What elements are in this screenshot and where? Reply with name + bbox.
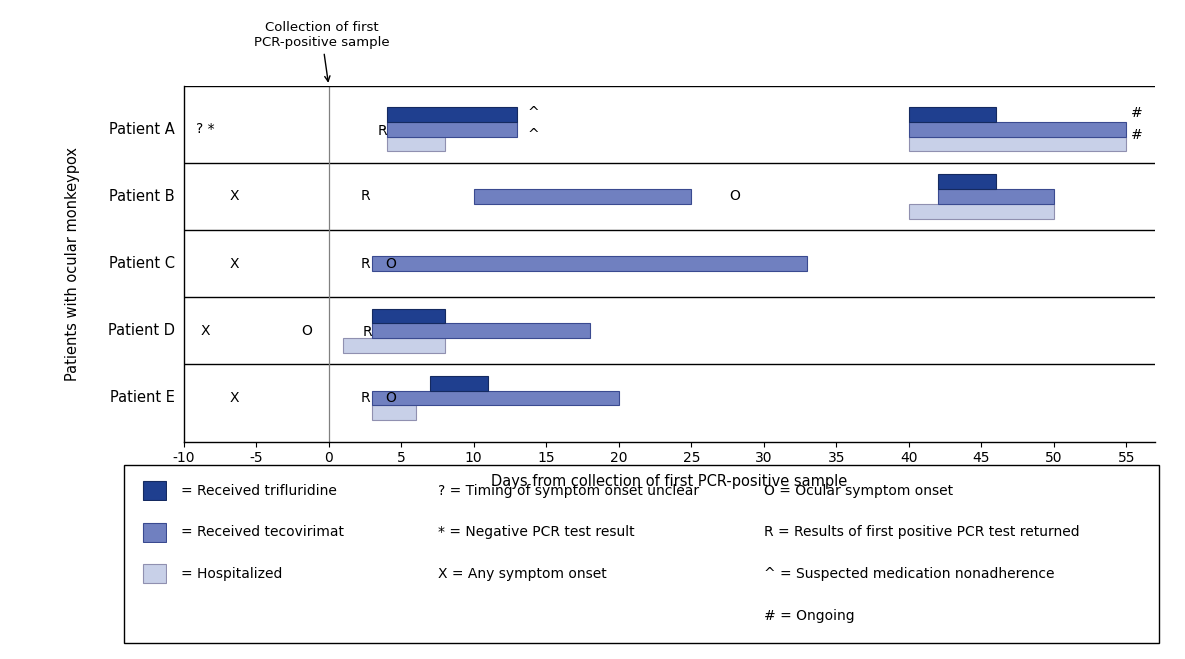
Text: ^ = Suspected medication nonadherence: ^ = Suspected medication nonadherence — [764, 567, 1055, 581]
Text: Patient E: Patient E — [110, 390, 175, 405]
Text: ^: ^ — [527, 106, 539, 120]
Text: Collection of first
PCR-positive sample: Collection of first PCR-positive sample — [254, 20, 389, 81]
Text: R: R — [360, 391, 370, 405]
Bar — [344, 338, 444, 353]
Text: * = Negative PCR test result: * = Negative PCR test result — [438, 525, 635, 540]
Bar — [372, 308, 444, 324]
Text: R: R — [360, 189, 370, 204]
Text: = Received tecovirimat: = Received tecovirimat — [181, 525, 345, 540]
Text: Patient A: Patient A — [109, 122, 175, 137]
Text: # = Ongoing: # = Ongoing — [764, 608, 854, 623]
Text: ^: ^ — [527, 128, 539, 142]
Bar — [430, 376, 488, 391]
Y-axis label: Patients with ocular monkeypox: Patients with ocular monkeypox — [64, 146, 79, 381]
Text: O: O — [385, 256, 397, 271]
Text: X: X — [230, 189, 239, 204]
Bar — [474, 189, 691, 204]
Bar — [372, 256, 807, 271]
Text: Patient B: Patient B — [109, 189, 175, 204]
Text: R: R — [360, 256, 370, 271]
Text: O: O — [729, 189, 741, 204]
Text: ? *: ? * — [196, 123, 214, 136]
Bar — [909, 204, 1053, 219]
Text: #: # — [1130, 106, 1142, 120]
Text: Patient D: Patient D — [108, 324, 175, 338]
Text: Patient C: Patient C — [109, 256, 175, 271]
Text: R: R — [378, 124, 387, 138]
Bar — [909, 122, 1127, 136]
Bar — [386, 136, 444, 152]
Bar — [372, 391, 619, 405]
Text: R: R — [363, 325, 372, 339]
Bar — [372, 324, 590, 338]
Text: X: X — [230, 256, 239, 271]
Text: O: O — [385, 391, 397, 405]
Text: X: X — [230, 391, 239, 405]
Text: = Hospitalized: = Hospitalized — [181, 567, 283, 581]
Text: R = Results of first positive PCR test returned: R = Results of first positive PCR test r… — [764, 525, 1080, 540]
Text: = Received trifluridine: = Received trifluridine — [181, 484, 338, 498]
Text: O = Ocular symptom onset: O = Ocular symptom onset — [764, 484, 954, 498]
Bar — [386, 122, 517, 136]
Bar — [386, 107, 517, 122]
Text: O: O — [301, 324, 313, 338]
Text: X: X — [200, 324, 210, 338]
Bar — [372, 405, 416, 420]
X-axis label: Days from collection of first PCR-positive sample: Days from collection of first PCR-positi… — [492, 474, 847, 488]
Bar — [909, 136, 1127, 152]
Bar — [909, 107, 995, 122]
Text: X = Any symptom onset: X = Any symptom onset — [438, 567, 607, 581]
Text: #: # — [1130, 128, 1142, 142]
Bar — [937, 174, 995, 189]
Text: ? = Timing of symptom onset unclear: ? = Timing of symptom onset unclear — [438, 484, 699, 498]
Bar — [937, 189, 1053, 204]
